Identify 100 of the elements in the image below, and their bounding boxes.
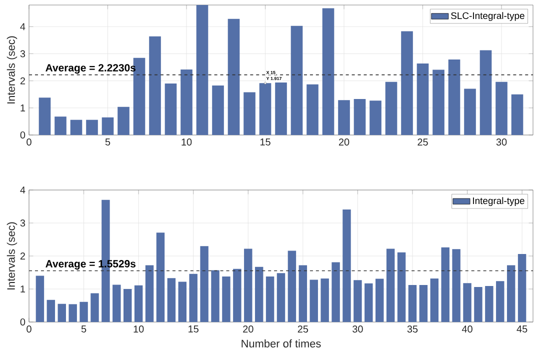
bar — [448, 59, 460, 135]
y-tick-label: 3 — [20, 219, 26, 227]
bar — [86, 120, 98, 135]
bar — [145, 265, 154, 322]
bar — [167, 278, 176, 322]
bar — [441, 247, 450, 322]
bar — [180, 69, 192, 135]
bar — [211, 270, 220, 322]
bar — [189, 274, 198, 322]
x-tick-label: 20 — [338, 138, 350, 146]
bar — [506, 265, 516, 322]
bar — [266, 276, 274, 322]
bar — [298, 265, 308, 322]
legend-label: SLC-Integral-type — [451, 12, 524, 21]
bar — [354, 280, 362, 322]
bar — [480, 50, 492, 135]
bar — [36, 276, 44, 322]
bar — [401, 31, 413, 135]
bar — [196, 5, 208, 135]
bar — [118, 106, 130, 135]
bar — [320, 278, 329, 322]
bar — [496, 281, 504, 322]
y-tick-label: 4 — [20, 186, 26, 194]
bar — [354, 98, 366, 135]
y-tick-label: 4 — [20, 23, 26, 30]
bar — [376, 278, 384, 322]
bar — [80, 302, 88, 322]
y-tick-label: 2 — [20, 77, 25, 84]
bar — [496, 82, 508, 135]
bar — [419, 285, 428, 322]
bar — [46, 300, 56, 322]
bar — [70, 120, 82, 135]
x-tick-label: 5 — [105, 138, 110, 146]
bar — [149, 36, 161, 135]
bar — [511, 94, 524, 135]
bar — [200, 246, 208, 322]
bar — [385, 82, 398, 135]
x-axis-title: Number of times — [242, 339, 321, 348]
bar — [228, 18, 240, 135]
bar — [332, 262, 340, 322]
bar — [259, 83, 272, 135]
x-tick-label: 10 — [182, 138, 192, 146]
y-axis-title: Intervals (sec) — [6, 36, 18, 104]
bar — [464, 88, 476, 135]
y-axis-title: Intervals (sec) — [6, 222, 18, 290]
x-tick-label: 15 — [260, 138, 270, 146]
bar — [485, 286, 494, 322]
bar — [430, 278, 439, 322]
bar — [276, 273, 286, 322]
bar — [233, 268, 242, 322]
x-tick-label: 0 — [26, 138, 32, 146]
x-tick-label: 25 — [418, 138, 428, 146]
x-tick-label: 20 — [243, 326, 254, 333]
bar — [474, 287, 482, 322]
y-tick-label: 0 — [20, 131, 26, 139]
bar — [102, 117, 114, 135]
x-tick-label: 40 — [462, 326, 472, 333]
x-tick-label: 30 — [352, 326, 363, 333]
bar — [463, 283, 472, 322]
y-tick-label: 1 — [20, 104, 26, 112]
bar — [212, 85, 224, 135]
bar — [288, 250, 296, 322]
bar — [68, 304, 77, 322]
y-tick-label: 2 — [20, 252, 25, 260]
bar — [156, 232, 165, 322]
bar — [338, 100, 350, 135]
bar — [38, 98, 51, 135]
bar — [386, 248, 395, 322]
bar — [90, 293, 99, 322]
x-tick-label: 5 — [81, 326, 86, 332]
bar — [134, 285, 143, 322]
bar — [416, 64, 429, 135]
bar — [342, 209, 351, 322]
x-tick-label: 30 — [496, 138, 507, 146]
bar — [306, 84, 318, 135]
bar — [124, 289, 132, 322]
bar — [408, 285, 417, 322]
bar — [112, 284, 121, 322]
y-tick-label: 3 — [20, 50, 26, 58]
bar — [164, 84, 177, 135]
bar — [254, 266, 264, 322]
bar — [58, 304, 66, 322]
bar — [244, 248, 252, 322]
bar — [322, 8, 334, 135]
x-tick-label: 35 — [407, 326, 418, 333]
bar — [518, 254, 526, 322]
legend-label: Integral-type — [473, 197, 524, 206]
bar — [290, 26, 303, 135]
y-tick-label: 0 — [20, 318, 26, 326]
bar — [370, 100, 382, 135]
bar — [310, 280, 318, 322]
y-tick-label: 1 — [20, 286, 26, 292]
bar — [432, 70, 444, 135]
x-tick-label: 25 — [298, 326, 308, 333]
bar — [364, 283, 373, 322]
bar — [178, 282, 187, 322]
bar — [222, 276, 230, 322]
bar — [244, 92, 256, 135]
bar — [54, 116, 66, 135]
x-tick-label: 15 — [188, 326, 198, 332]
